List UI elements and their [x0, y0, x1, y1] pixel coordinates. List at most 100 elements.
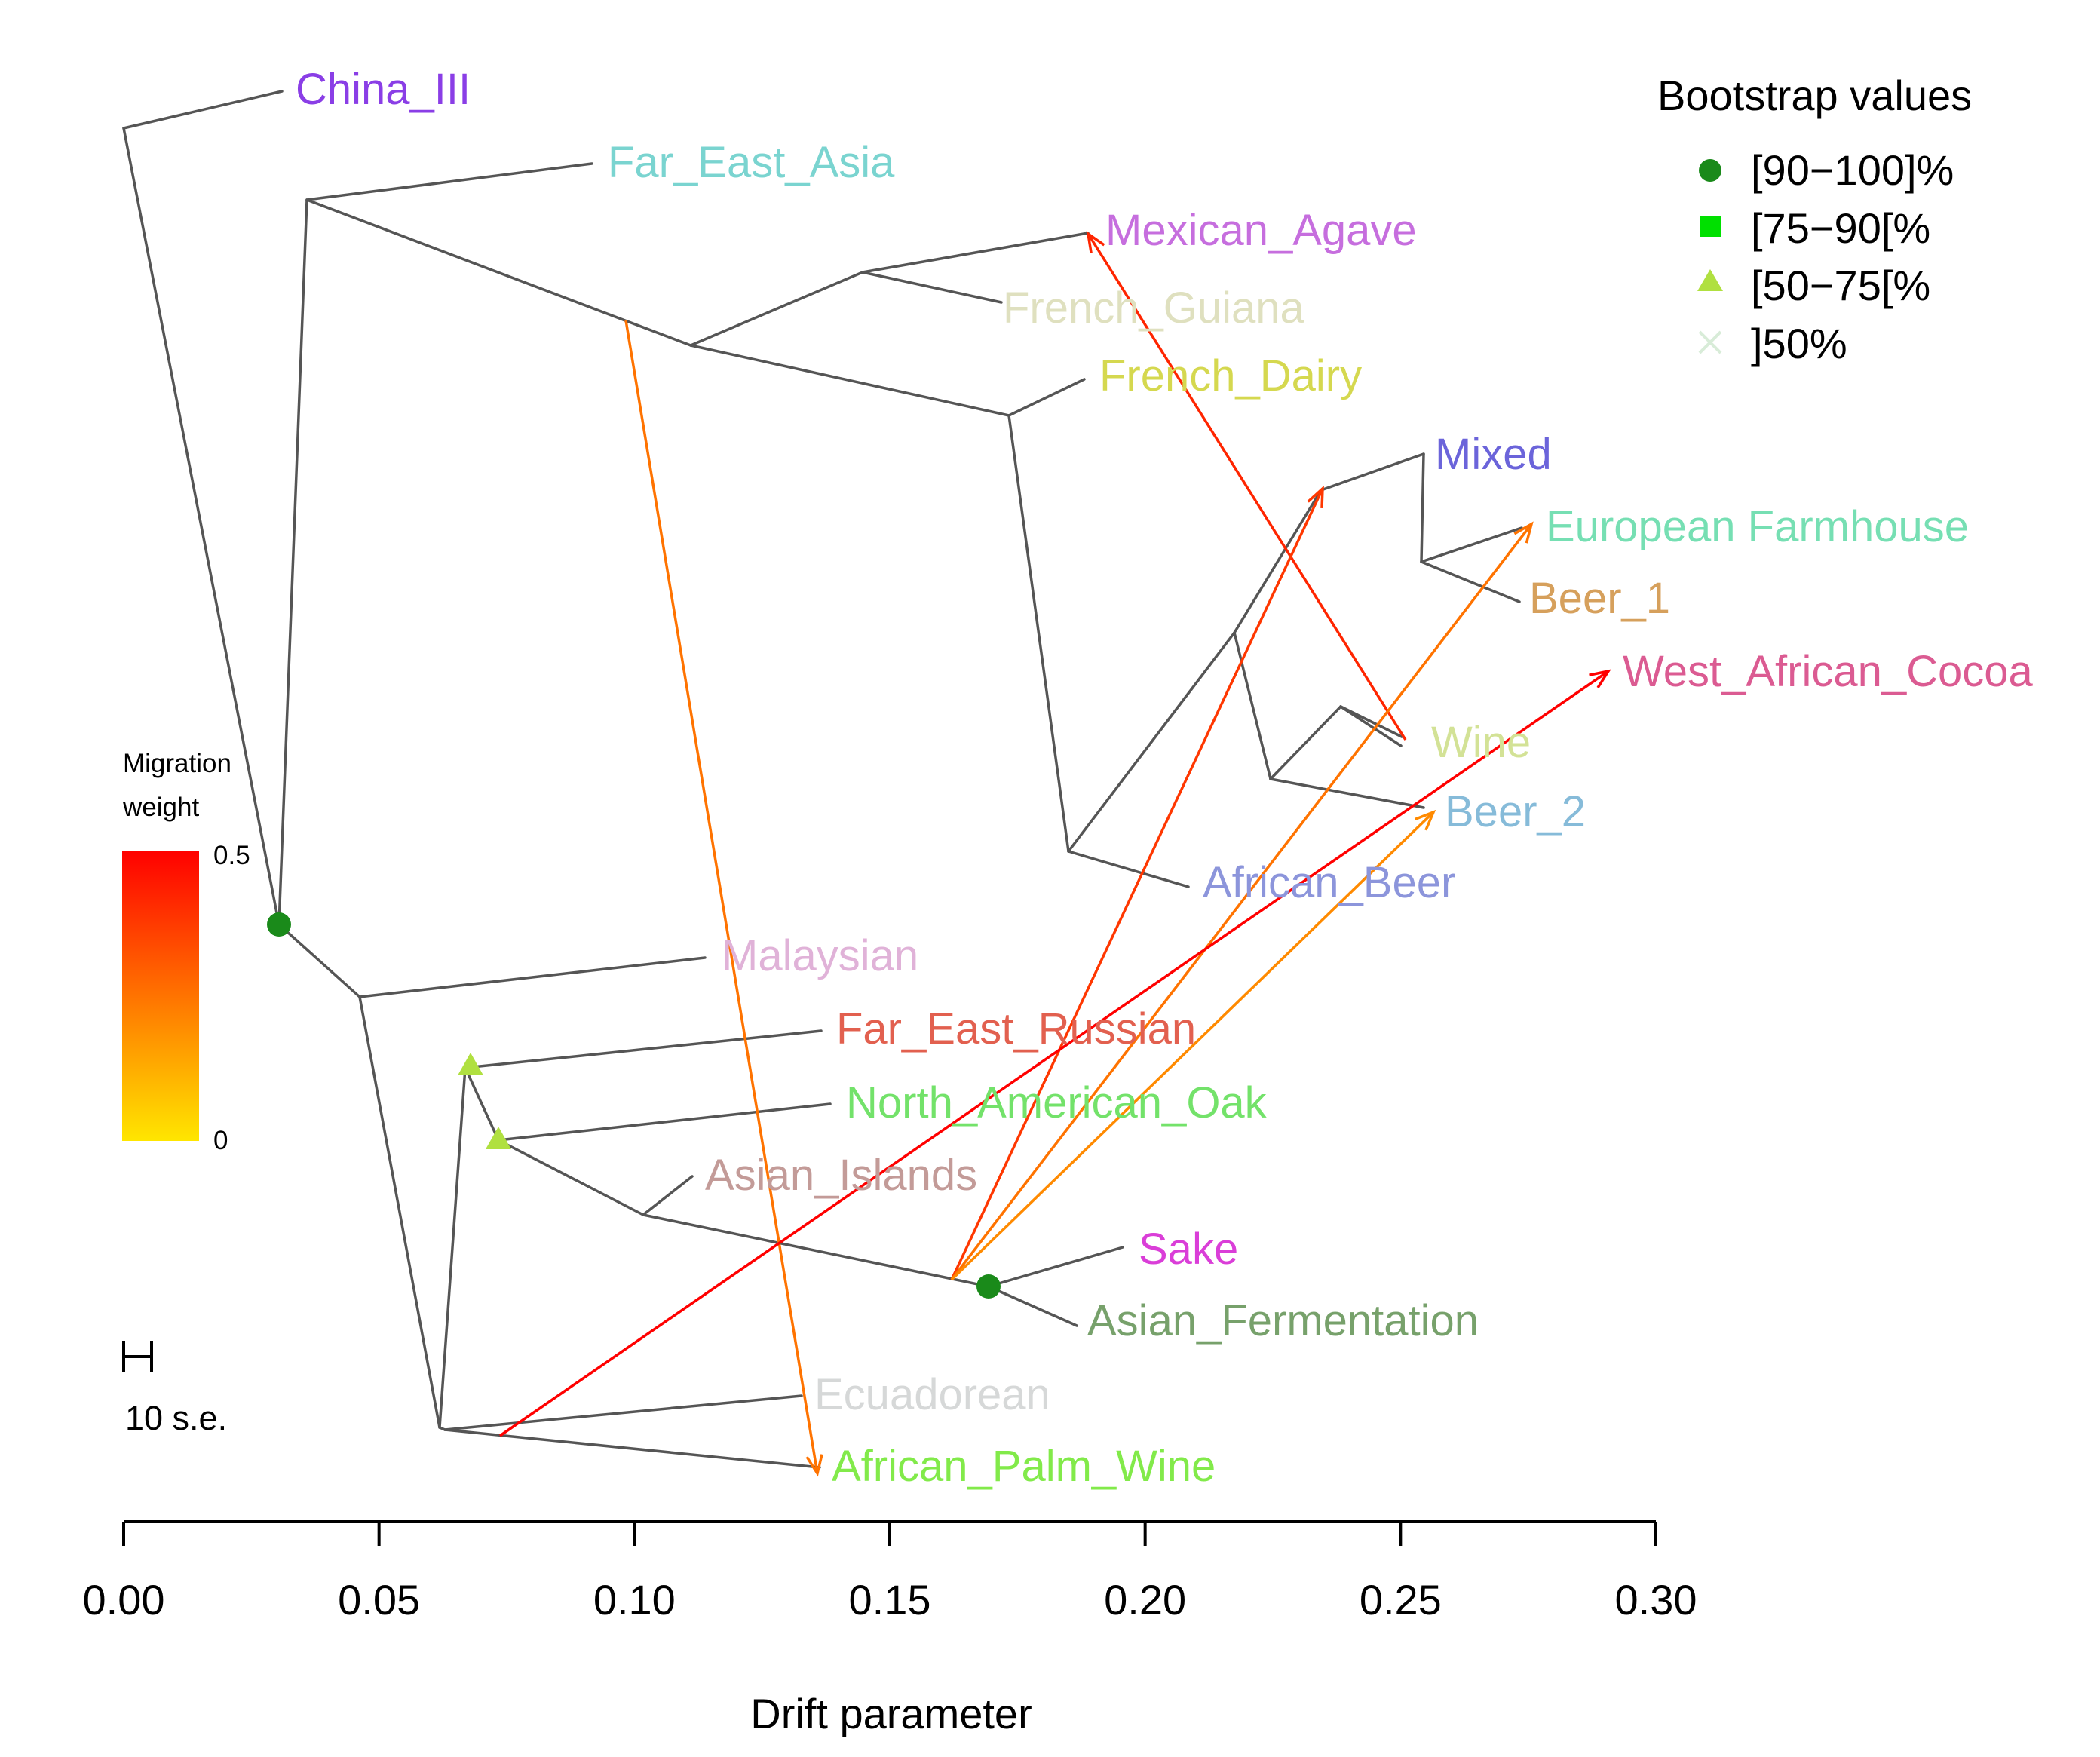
leaf-label: African_Beer	[1203, 858, 1455, 907]
tree-edge	[122, 127, 281, 926]
leaf-label: Beer_2	[1445, 787, 1586, 836]
migration-arrowhead	[1513, 521, 1534, 544]
legend-title: Bootstrap values	[1657, 72, 1972, 119]
tree-edge	[1007, 414, 1070, 853]
tree-edge	[464, 1066, 500, 1142]
leaf-label: West_African_Cocoa	[1623, 647, 2033, 696]
migration-weight-colorbar: Migration weight 0.5 0	[122, 749, 250, 1155]
tree-edge	[443, 1394, 803, 1431]
leaf-label: Ecuadorean	[814, 1370, 1050, 1419]
leaf-label: Asian_Islands	[705, 1151, 977, 1200]
tree-edge	[861, 271, 1003, 304]
x-tick-label: 0.20	[1104, 1576, 1186, 1624]
tree-edge	[443, 1428, 821, 1469]
tree-edge	[305, 198, 692, 347]
leaf-label: European Farmhouse	[1546, 502, 1969, 551]
tree-edge	[277, 923, 361, 998]
tree-edge	[358, 995, 441, 1429]
tree-edge	[464, 1029, 823, 1069]
tree-edge	[497, 1102, 832, 1142]
colorbar-title-line2: weight	[122, 793, 199, 822]
bootstrap-circle-marker	[267, 912, 291, 937]
x-tick-label: 0.05	[338, 1576, 420, 1624]
leaf-label: African_Palm_Wine	[832, 1442, 1216, 1491]
tree-edge	[1339, 705, 1403, 747]
colorbar-max-label: 0.5	[213, 841, 250, 870]
migration-arrowhead	[1307, 485, 1324, 509]
tree-edge	[277, 198, 308, 926]
tree-edge	[642, 1213, 990, 1288]
migration-arrowhead	[1415, 809, 1436, 831]
x-tick-label: 0.00	[83, 1576, 165, 1624]
migration-arrow	[499, 670, 1609, 1437]
bootstrap-circle-marker	[976, 1274, 1001, 1299]
leaf-label: North_American_Oak	[846, 1078, 1268, 1127]
x-axis: 0.00 0.05 0.10 0.15 0.20 0.25 0.30	[83, 1520, 1697, 1624]
tree-edge	[1233, 489, 1323, 634]
leaf-label: Beer_1	[1529, 574, 1670, 623]
bootstrap-markers	[267, 912, 1001, 1299]
tree-edge	[1067, 850, 1190, 888]
leaf-label: French_Dairy	[1099, 351, 1362, 400]
tree-edge	[689, 344, 1010, 417]
migration-arrow	[950, 523, 1533, 1281]
leaf-label: Far_East_Russian	[836, 1004, 1196, 1053]
tree-edges	[122, 90, 1523, 1469]
legend-item-label: [90−100]%	[1751, 146, 1954, 194]
tree-edge	[1420, 560, 1521, 603]
x-axis-title: Drift parameter	[750, 1690, 1032, 1737]
tree-edge	[1233, 631, 1272, 780]
leaf-label: Far_East_Asia	[608, 138, 895, 187]
leaf-label: Mexican_Agave	[1105, 206, 1417, 255]
scale-bar-line	[122, 1341, 153, 1372]
migration-arrowhead	[805, 1454, 823, 1477]
migration-arrowhead	[1589, 669, 1611, 688]
legend-square-icon	[1700, 216, 1721, 237]
leaf-label: Mixed	[1435, 430, 1552, 479]
tree-edge	[861, 232, 1090, 274]
tree-edge	[1269, 705, 1342, 780]
migration-arrow	[624, 320, 819, 1474]
colorbar-min-label: 0	[213, 1126, 228, 1155]
x-tick-label: 0.15	[849, 1576, 931, 1624]
tree-edge	[1420, 526, 1523, 563]
tree-edge	[689, 271, 864, 347]
tree-edge	[987, 1246, 1124, 1288]
migration-arrows	[499, 231, 1611, 1477]
leaf-label: Wine	[1431, 718, 1531, 767]
legend-item-label: [75−90[%	[1751, 204, 1930, 252]
leaf-labels: China_III Far_East_Asia Mexican_Agave Frenc…	[296, 65, 2033, 1491]
migration-arrow	[1087, 233, 1407, 741]
legend-circle-icon	[1699, 159, 1721, 182]
tree-edge	[1339, 705, 1403, 738]
legend-cross-icon	[1698, 330, 1722, 354]
tree-edge	[1007, 378, 1086, 417]
bootstrap-triangle-marker	[458, 1053, 483, 1075]
bootstrap-triangle-marker	[486, 1127, 511, 1149]
legend-triangle-icon	[1697, 269, 1723, 291]
tree-edge	[497, 1139, 645, 1216]
tree-edge	[1420, 452, 1425, 563]
tree-edge	[1067, 631, 1236, 853]
leaf-label: Asian_Fermentation	[1087, 1296, 1479, 1345]
tree-edge	[438, 1066, 467, 1429]
tree-edge	[642, 1175, 694, 1216]
scale-bar: 10 s.e.	[122, 1341, 227, 1437]
migration-arrowhead	[1086, 231, 1105, 253]
migration-arrow	[950, 811, 1435, 1281]
colorbar-gradient	[122, 851, 199, 1141]
leaf-label: French_Guiana	[1003, 284, 1305, 333]
leaf-label: Malaysian	[722, 931, 918, 980]
bootstrap-legend: Bootstrap values [90−100]% [75−90[% [50−…	[1657, 72, 1972, 367]
scale-bar-label: 10 s.e.	[125, 1399, 227, 1437]
tree-edge	[987, 1285, 1078, 1327]
tree-edge	[122, 90, 284, 130]
tree-edge	[305, 162, 593, 201]
migration-arrow	[950, 488, 1324, 1280]
leaf-label: China_III	[296, 65, 471, 114]
tree-edge	[358, 956, 707, 998]
tree-edge	[1320, 452, 1425, 492]
legend-item-label: ]50%	[1751, 320, 1847, 367]
x-tick-label: 0.10	[593, 1576, 676, 1624]
